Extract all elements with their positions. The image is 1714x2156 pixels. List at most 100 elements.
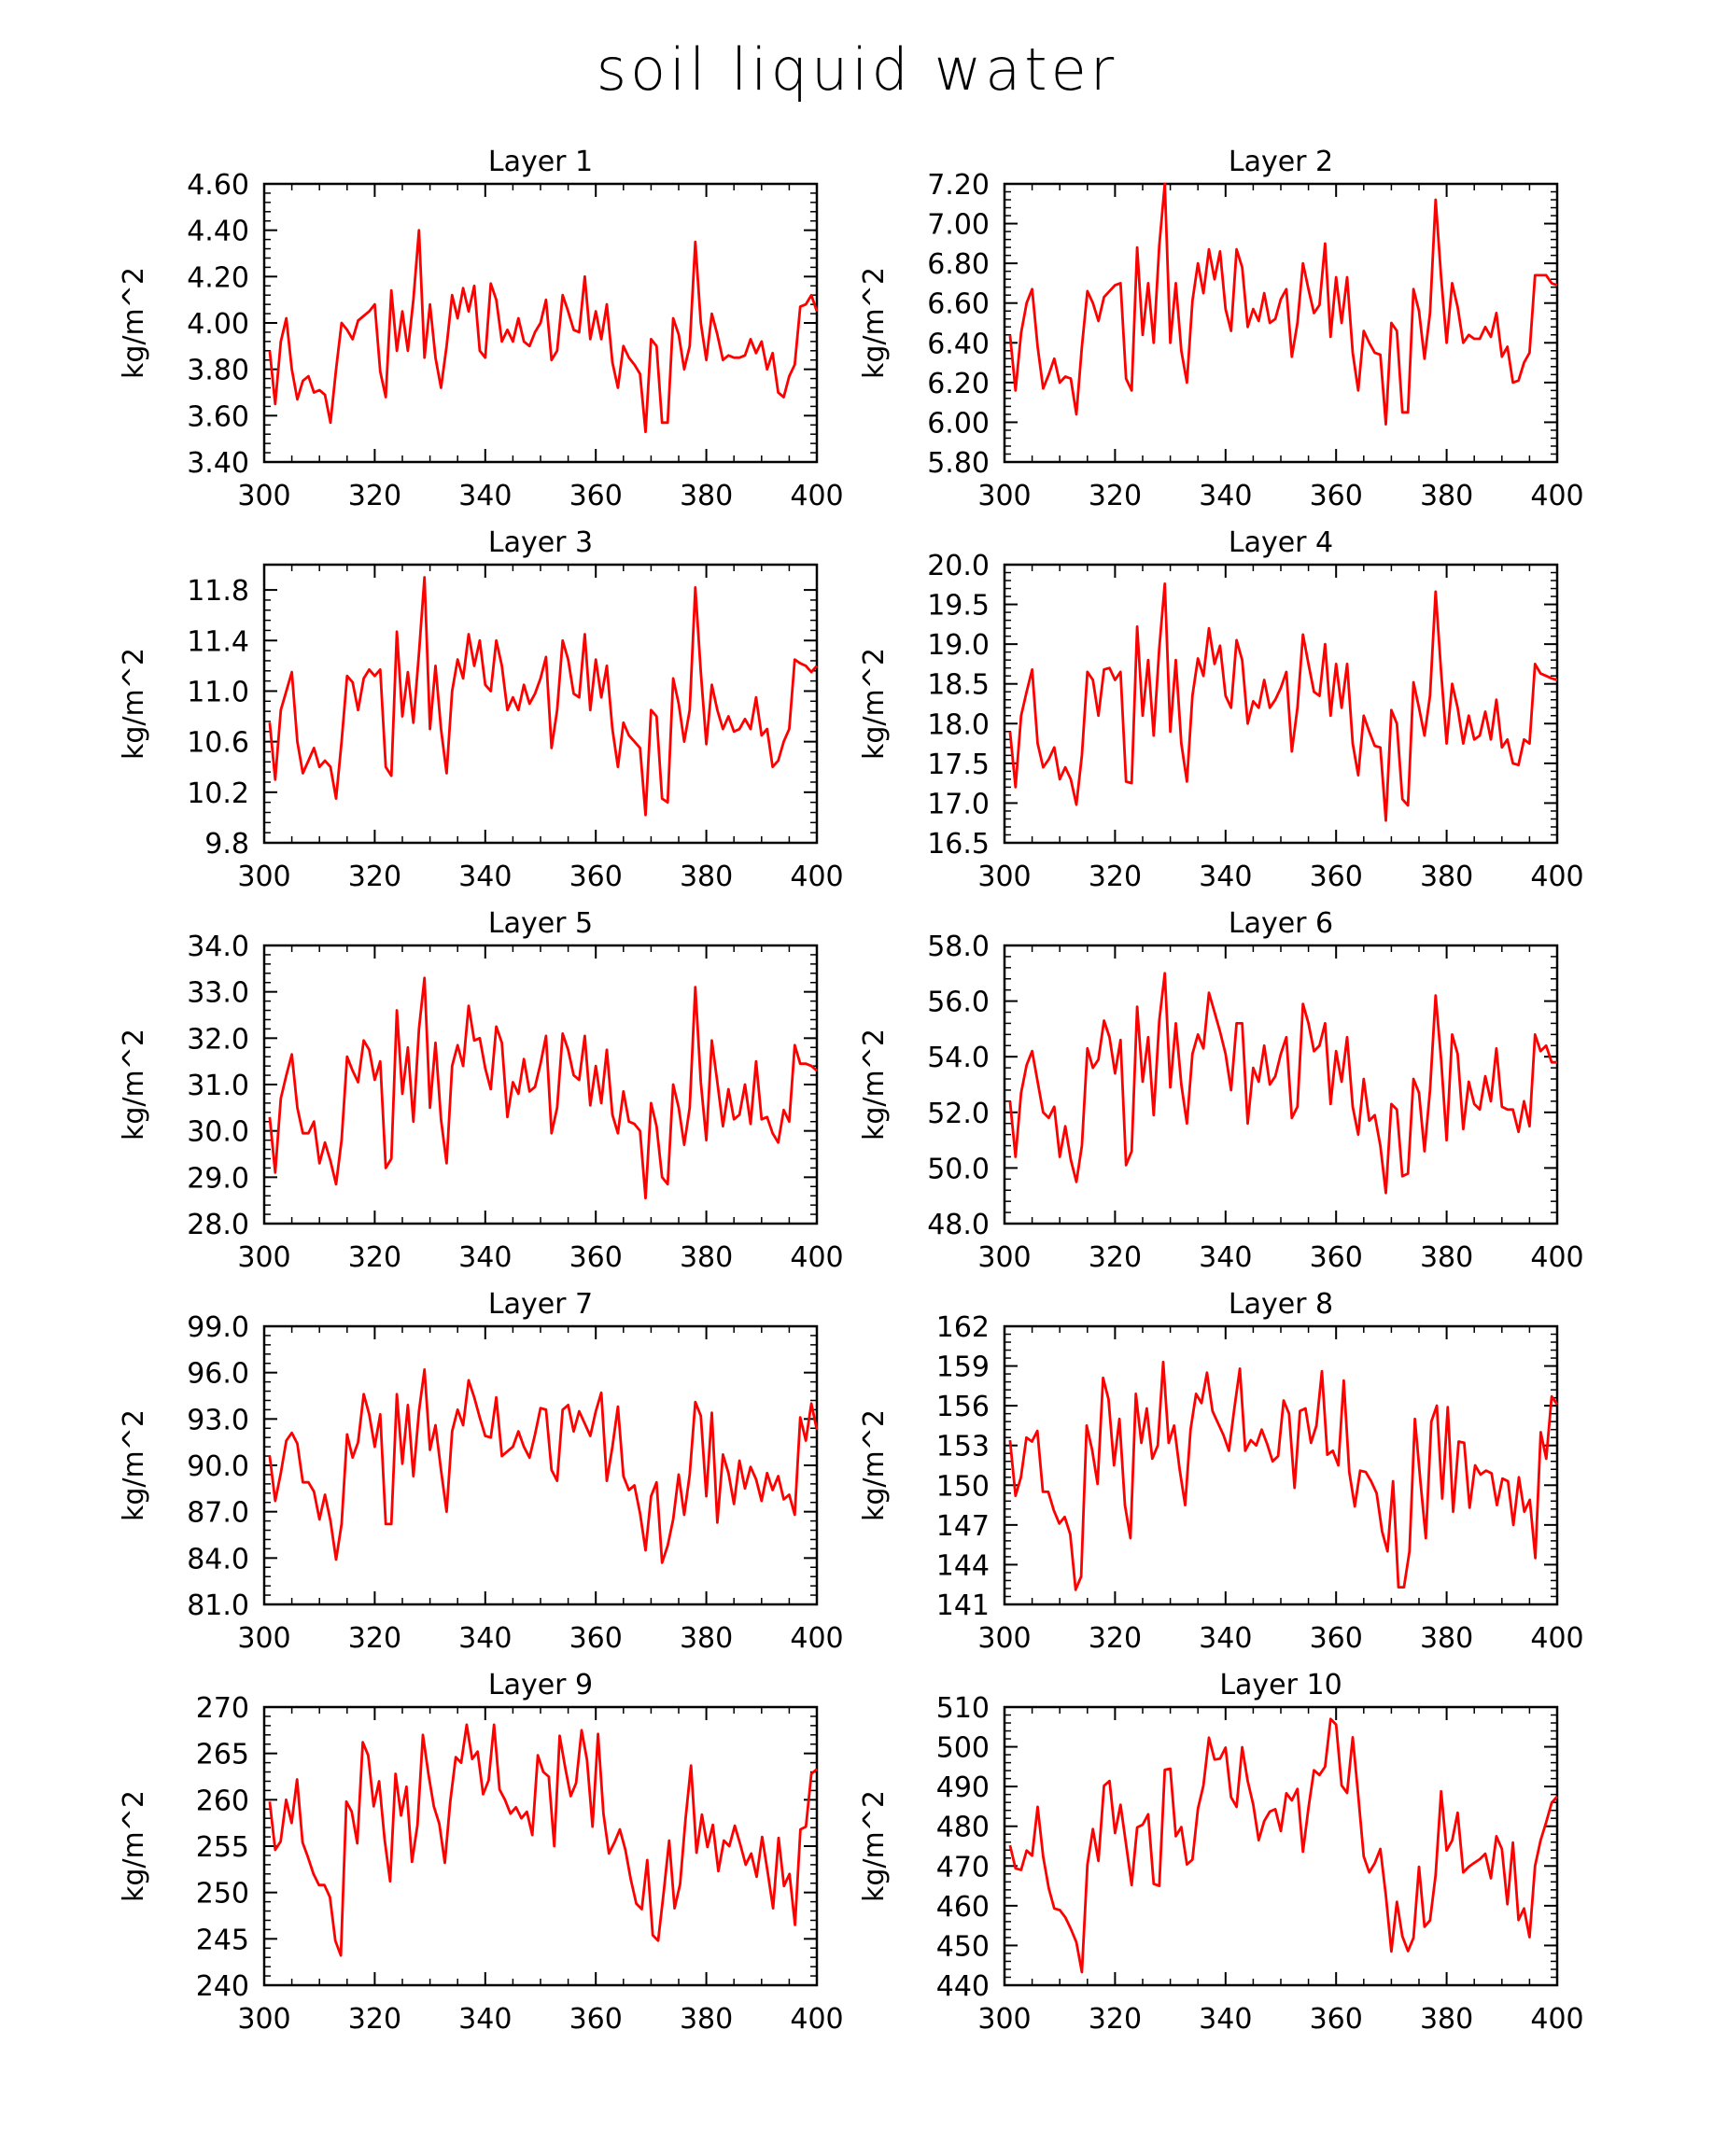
y-axis-label: kg/m^2 — [858, 648, 891, 760]
y-tick-label: 144 — [936, 1549, 990, 1582]
series-line — [1008, 582, 1558, 822]
series-line — [268, 1368, 819, 1564]
x-tick-label: 340 — [458, 861, 512, 893]
panel-title: Layer 6 — [1229, 907, 1333, 940]
x-tick-label: 360 — [1310, 861, 1363, 893]
y-tick-label: 87.0 — [187, 1497, 249, 1530]
y-tick-label: 84.0 — [187, 1543, 249, 1575]
y-tick-label: 19.0 — [927, 629, 990, 662]
x-tick-label: 400 — [1530, 1622, 1583, 1655]
y-tick-label: 30.0 — [187, 1116, 249, 1149]
x-tick-label: 400 — [790, 1241, 843, 1274]
x-tick-label: 360 — [569, 1241, 623, 1274]
y-tick-label: 19.5 — [927, 590, 990, 623]
x-tick-label: 360 — [569, 480, 623, 512]
y-tick-label: 162 — [936, 1311, 990, 1344]
x-tick-label: 300 — [977, 1622, 1031, 1655]
x-tick-label: 320 — [1089, 480, 1142, 512]
x-tick-label: 300 — [977, 1241, 1031, 1274]
x-tick-label: 320 — [348, 1241, 401, 1274]
y-tick-label: 245 — [196, 1924, 249, 1956]
x-tick-label: 340 — [458, 2003, 512, 2036]
x-tick-label: 300 — [977, 861, 1031, 893]
y-tick-label: 4.00 — [187, 308, 249, 341]
y-tick-label: 31.0 — [187, 1070, 249, 1102]
series-line — [1008, 1360, 1559, 1591]
x-tick-label: 340 — [1199, 480, 1252, 512]
x-tick-label: 380 — [1420, 861, 1473, 893]
chart-panel-6: Layer 6 48.0 50.0 52.0 54.0 56.0 58.0 300 320 340… — [858, 907, 1584, 1274]
panel-title: Layer 3 — [488, 526, 593, 559]
x-tick-label: 360 — [569, 861, 623, 893]
y-axis-label: kg/m^2 — [118, 267, 150, 379]
chart-panel-2: Layer 2 5.80 6.00 6.20 6.40 6.60 6.80 7.00 7.20 3… — [858, 146, 1584, 512]
x-tick-label: 380 — [680, 480, 733, 512]
y-tick-label: 255 — [196, 1831, 249, 1864]
x-tick-label: 360 — [1310, 1622, 1363, 1655]
y-tick-label: 16.5 — [927, 828, 990, 861]
x-tick-label: 320 — [1089, 1241, 1142, 1274]
y-tick-label: 3.40 — [187, 447, 249, 480]
chart-panel-5: Layer 5 28.0 29.0 30.0 31.0 32.0 33.0 34.0 300 32… — [118, 907, 844, 1274]
y-tick-label: 54.0 — [927, 1042, 990, 1074]
x-tick-label: 400 — [1530, 2003, 1583, 2036]
x-tick-label: 360 — [1310, 1241, 1363, 1274]
plot-frame — [1003, 182, 1559, 464]
y-tick-label: 7.00 — [927, 209, 990, 242]
x-tick-label: 360 — [1310, 2003, 1363, 2036]
x-tick-label: 340 — [1199, 861, 1252, 893]
x-tick-label: 340 — [1199, 2003, 1252, 2036]
x-tick-label: 340 — [458, 1241, 512, 1274]
y-tick-label: 150 — [936, 1470, 990, 1503]
y-tick-label: 20.0 — [927, 550, 990, 582]
y-tick-label: 11.4 — [187, 625, 249, 658]
x-tick-label: 380 — [1420, 2003, 1473, 2036]
y-tick-label: 260 — [196, 1785, 249, 1817]
y-tick-label: 56.0 — [927, 987, 990, 1019]
x-tick-label: 300 — [237, 2003, 290, 2036]
x-tick-label: 320 — [1089, 861, 1142, 893]
x-tick-label: 380 — [1420, 1241, 1473, 1274]
plot-frame — [262, 1324, 819, 1606]
x-tick-label: 400 — [790, 480, 843, 512]
y-tick-label: 500 — [936, 1732, 990, 1765]
y-tick-label: 6.20 — [927, 368, 990, 400]
y-tick-label: 470 — [936, 1851, 990, 1883]
y-tick-label: 11.8 — [187, 575, 249, 608]
x-tick-label: 400 — [790, 2003, 843, 2036]
chart-panel-3: Layer 3 9.8 10.2 10.6 11.0 11.4 11.8 300 320 340 3… — [118, 526, 844, 893]
y-tick-label: 5.80 — [927, 447, 990, 480]
y-tick-label: 81.0 — [187, 1589, 249, 1622]
y-tick-label: 250 — [196, 1878, 249, 1911]
y-tick-label: 50.0 — [927, 1153, 990, 1185]
y-tick-label: 270 — [196, 1692, 249, 1725]
x-tick-label: 300 — [237, 861, 290, 893]
y-tick-label: 32.0 — [187, 1023, 249, 1056]
panel-title: Layer 1 — [488, 146, 593, 178]
y-tick-label: 141 — [936, 1589, 990, 1622]
y-tick-label: 6.80 — [927, 248, 990, 281]
y-axis-label: kg/m^2 — [858, 1029, 891, 1141]
x-tick-label: 320 — [1089, 1622, 1142, 1655]
y-axis-label: kg/m^2 — [858, 267, 891, 379]
x-tick-label: 340 — [1199, 1241, 1252, 1274]
series-line — [268, 1723, 818, 1957]
y-tick-label: 34.0 — [187, 931, 249, 963]
y-tick-label: 4.40 — [187, 216, 249, 248]
y-tick-label: 99.0 — [187, 1311, 249, 1344]
y-tick-label: 9.8 — [204, 828, 249, 861]
x-tick-label: 380 — [680, 1622, 733, 1655]
y-tick-label: 450 — [936, 1930, 990, 1963]
panel-title: Layer 4 — [1229, 526, 1333, 559]
y-tick-label: 29.0 — [187, 1162, 249, 1195]
series-line — [268, 976, 818, 1200]
y-tick-label: 28.0 — [187, 1209, 249, 1241]
panel-title: Layer 7 — [488, 1288, 593, 1321]
y-tick-label: 10.2 — [187, 777, 249, 810]
y-tick-label: 265 — [196, 1739, 249, 1771]
y-axis-label: kg/m^2 — [118, 1029, 150, 1141]
series-line — [1008, 972, 1557, 1195]
y-tick-label: 93.0 — [187, 1404, 249, 1436]
y-tick-label: 18.0 — [927, 708, 990, 741]
